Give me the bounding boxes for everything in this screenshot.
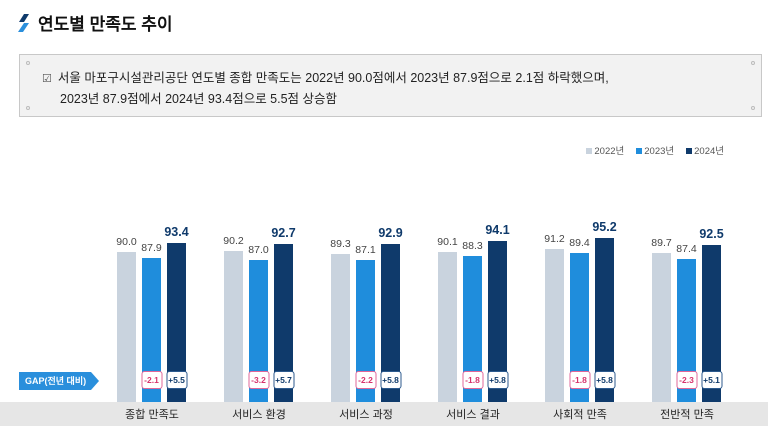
bar xyxy=(274,244,293,402)
data-label: 94.1 xyxy=(485,222,510,237)
gap-curr-badge: +5.7 xyxy=(273,371,294,389)
data-label: 92.7 xyxy=(271,226,296,241)
page-title: 연도별 만족도 추이 xyxy=(18,10,173,35)
legend: 2022년 2023년 2024년 xyxy=(586,143,724,157)
data-label: 89.4 xyxy=(569,237,590,250)
bar xyxy=(652,252,671,402)
data-label: 87.0 xyxy=(248,244,269,257)
data-label: 92.5 xyxy=(699,227,724,242)
gap-prev-badge: -2.3 xyxy=(676,371,697,389)
data-label: 88.3 xyxy=(462,240,483,253)
legend-swatch xyxy=(636,148,643,154)
bar xyxy=(595,237,614,402)
gap-prev-badge: -1.8 xyxy=(569,371,590,389)
bar xyxy=(117,251,136,402)
bar xyxy=(438,251,457,402)
summary-line-1: ☑ 서울 마포구시설관리공단 연도별 종합 만족도는 2022년 90.0점에서 … xyxy=(42,67,609,86)
category-label: 서비스 과정 xyxy=(339,409,393,421)
bar xyxy=(167,242,186,402)
bar xyxy=(677,258,696,402)
data-label: 90.1 xyxy=(437,235,458,248)
category-label: 종합 만족도 xyxy=(125,409,179,421)
data-label: 89.7 xyxy=(651,236,672,249)
bar xyxy=(356,259,375,402)
bar xyxy=(570,253,589,402)
gap-label: GAP(전년 대비) xyxy=(19,372,99,390)
category-label: 전반적 만족 xyxy=(660,409,714,421)
legend-label: 2022년 xyxy=(594,146,625,157)
bar xyxy=(702,245,721,402)
legend-swatch xyxy=(686,148,693,154)
bar xyxy=(142,257,161,402)
legend-item: 2024년 xyxy=(686,143,724,157)
bar xyxy=(381,243,400,402)
gap-curr-badge: +5.8 xyxy=(594,371,615,389)
legend-item: 2023년 xyxy=(636,143,674,157)
title-text: 연도별 만족도 추이 xyxy=(38,15,173,34)
gap-prev-badge: -1.8 xyxy=(462,371,483,389)
legend-item: 2022년 xyxy=(586,143,624,157)
summary-line-2: 2023년 87.9점에서 2024년 93.4점으로 5.5점 상승함 xyxy=(60,92,338,106)
category-band xyxy=(0,402,768,426)
legend-label: 2024년 xyxy=(694,146,724,157)
corner-dot xyxy=(751,106,755,110)
data-label: 87.9 xyxy=(141,241,162,254)
bar xyxy=(249,260,268,402)
gap-curr-badge: +5.1 xyxy=(701,371,722,389)
gap-curr-badge: +5.5 xyxy=(166,371,187,389)
bar xyxy=(331,253,350,402)
gap-curr-badge: +5.8 xyxy=(380,371,401,389)
gap-prev-badge: -3.2 xyxy=(248,371,269,389)
gap-curr-badge: +5.8 xyxy=(487,371,508,389)
data-label: 87.4 xyxy=(676,242,697,255)
summary-text: 서울 마포구시설관리공단 연도별 종합 만족도는 2022년 90.0점에서 2… xyxy=(57,71,609,85)
data-label: 90.2 xyxy=(223,235,244,248)
corner-dot xyxy=(26,61,30,65)
bar xyxy=(463,256,482,402)
legend-swatch xyxy=(586,148,593,154)
data-label: 90.0 xyxy=(116,235,137,248)
corner-dot xyxy=(751,61,755,65)
bar xyxy=(224,251,243,402)
corner-dot xyxy=(26,106,30,110)
data-label: 95.2 xyxy=(592,219,617,234)
data-label: 87.1 xyxy=(355,243,376,256)
bar xyxy=(545,248,564,402)
gap-prev-badge: -2.2 xyxy=(355,371,376,389)
category-label: 사회적 만족 xyxy=(553,409,607,421)
data-label: 89.3 xyxy=(330,237,351,250)
category-label: 서비스 환경 xyxy=(232,409,286,421)
category-label: 서비스 결과 xyxy=(446,409,500,421)
gap-prev-badge: -2.1 xyxy=(141,371,162,389)
bar xyxy=(488,240,507,402)
summary-box: ☑ 서울 마포구시설관리공단 연도별 종합 만족도는 2022년 90.0점에서 … xyxy=(19,54,762,117)
legend-label: 2023년 xyxy=(644,146,675,157)
data-label: 92.9 xyxy=(378,225,403,240)
checkbox-icon: ☑ xyxy=(42,73,52,85)
data-label: 93.4 xyxy=(164,224,189,239)
title-slash-icon xyxy=(18,13,29,32)
data-label: 91.2 xyxy=(544,232,565,245)
